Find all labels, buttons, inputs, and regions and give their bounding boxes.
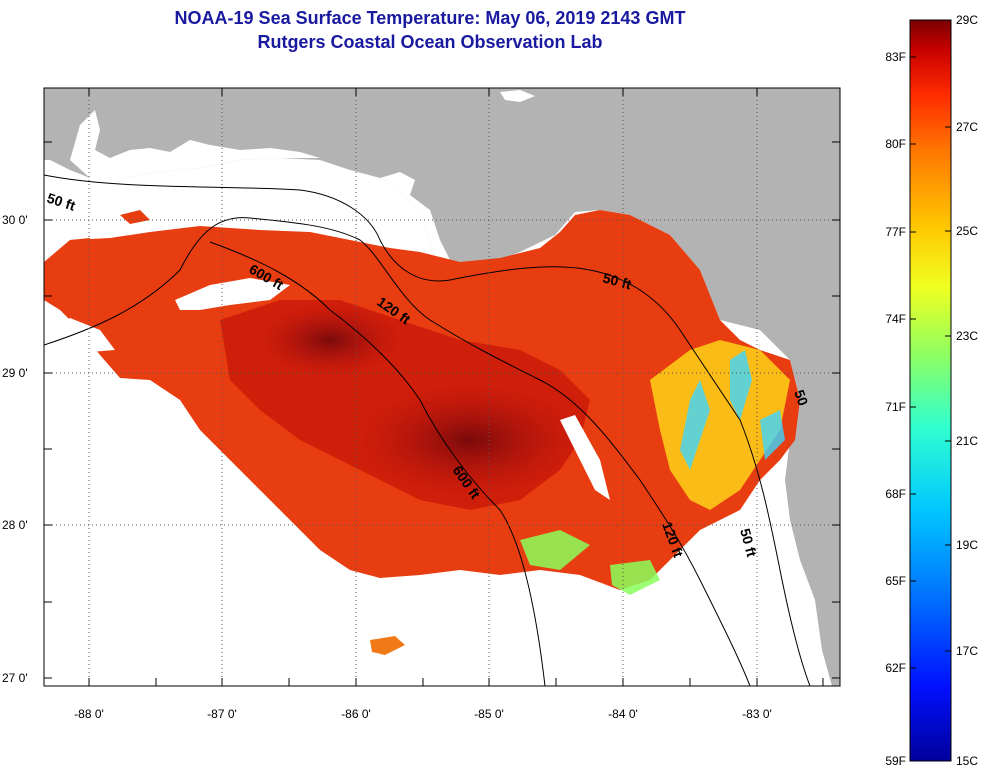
contour-120ft: [44, 217, 751, 686]
map-border: [43, 87, 841, 687]
colorbar-label-f: 68F: [885, 487, 906, 501]
depth-label: 50 ft: [737, 527, 760, 559]
colorbar-label-f: 71F: [885, 400, 906, 414]
contour-50ft-west: [44, 174, 811, 686]
map-title: NOAA-19 Sea Surface Temperature: May 06,…: [174, 8, 686, 28]
bay-area: [70, 110, 320, 178]
coastal-white: [380, 172, 450, 265]
lat-label: 28 0': [2, 518, 28, 532]
depth-label: 50 ft: [601, 269, 633, 292]
lat-label: 29 0': [2, 366, 28, 380]
cloud-gap: [44, 318, 115, 352]
cloud-gap: [175, 278, 290, 310]
graticule: [44, 88, 840, 686]
depth-label: 50: [791, 388, 811, 408]
axis-ticks: [44, 88, 840, 686]
lon-label: -88 0': [74, 707, 104, 721]
colorbar-label-c: 27C: [956, 120, 978, 134]
colorbar-label-f: 59F: [885, 754, 906, 768]
sst-cool-streaks: [520, 530, 660, 595]
lon-label: -86 0': [341, 707, 371, 721]
colorbar-label-c: 29C: [956, 13, 978, 27]
colorbar-label-f: 74F: [885, 312, 906, 326]
lon-label: -83 0': [742, 707, 772, 721]
colorbar-label-f: 62F: [885, 661, 906, 675]
lat-label: 30 0': [2, 213, 28, 227]
colorbar-label-c: 23C: [956, 329, 978, 343]
colorbar: [909, 19, 952, 762]
lat-label: 27 0': [2, 671, 28, 685]
land-panhandle: [44, 88, 840, 686]
sst-hotspot: [260, 305, 400, 375]
colorbar-label-f: 65F: [885, 574, 906, 588]
colorbar-label-f: 80F: [885, 137, 906, 151]
colorbar-f-ticks: [910, 19, 951, 669]
colorbar-label-c: 19C: [956, 538, 978, 552]
colorbar-label-c: 21C: [956, 434, 978, 448]
colorbar-label-f: 83F: [885, 50, 906, 64]
sst-patch: [370, 636, 405, 655]
sst-hotspot: [360, 385, 580, 495]
colorbar-label-f: 77F: [885, 225, 906, 239]
sst-cool-streaks: [650, 340, 790, 510]
sst-patch: [70, 210, 150, 246]
colorbar-label-c: 25C: [956, 224, 978, 238]
contour-600ft: [209, 241, 546, 686]
lon-label: -85 0': [474, 707, 504, 721]
cloud-gap: [560, 415, 610, 500]
colorbar-label-c: 15C: [956, 754, 978, 768]
colorbar-label-c: 17C: [956, 644, 978, 658]
lon-label: -87 0': [207, 707, 237, 721]
map-subtitle: Rutgers Coastal Ocean Observation Lab: [257, 32, 603, 52]
lon-label: -84 0': [608, 707, 638, 721]
bay-area: [500, 90, 535, 102]
sst-cool-streaks: [680, 350, 785, 470]
